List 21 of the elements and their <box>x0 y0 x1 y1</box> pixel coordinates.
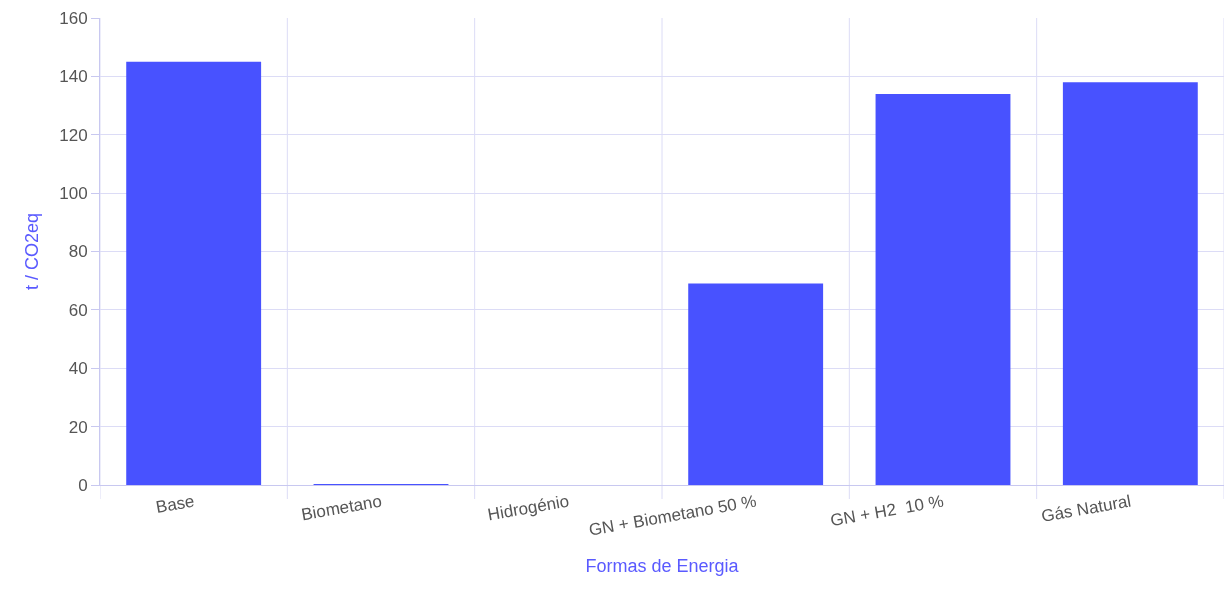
bar <box>1062 82 1198 485</box>
y-tick-label: 60 <box>68 300 88 320</box>
bar <box>688 283 824 485</box>
y-tick-label: 120 <box>59 125 88 145</box>
y-tick-label: 0 <box>78 475 88 495</box>
x-tick-label: GN + Biometano 50 % <box>587 491 758 540</box>
y-axis-title: t / CO2eq <box>22 212 43 291</box>
y-tick-label: 160 <box>59 8 88 28</box>
y-tick-label: 80 <box>68 242 88 262</box>
y-tick-label: 40 <box>68 359 88 379</box>
y-tick-label: 140 <box>59 67 88 87</box>
x-tick-label: Hidrogénio <box>486 491 571 525</box>
x-axis-title: Formas de Energia <box>585 555 740 576</box>
bar <box>875 93 1011 485</box>
y-tick-label: 100 <box>59 184 88 204</box>
x-tick-label: Gás Natural <box>1039 491 1133 526</box>
x-tick-label: GN + H2 10 % <box>828 491 946 531</box>
x-tick-label: Biometano <box>299 491 384 525</box>
y-tick-label: 20 <box>68 417 88 437</box>
x-tick-label: Base <box>154 491 196 517</box>
bar <box>126 61 262 485</box>
